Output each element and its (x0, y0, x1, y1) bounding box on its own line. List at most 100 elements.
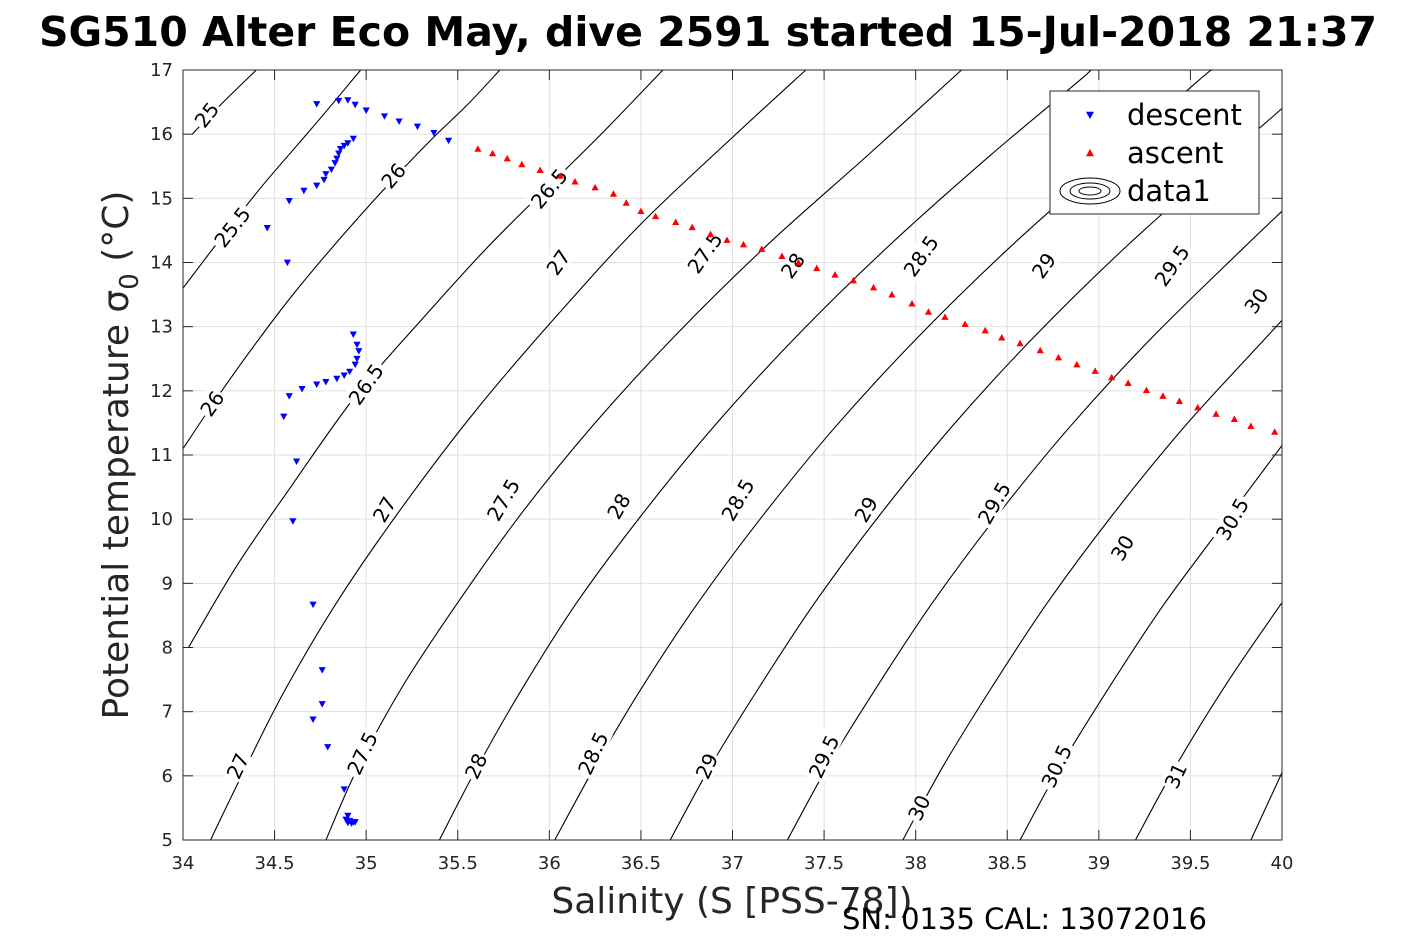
descent-point (333, 155, 341, 163)
contour-label-bg (194, 385, 229, 421)
descent-point (327, 166, 335, 174)
legend-data1-label: data1 (1127, 174, 1211, 208)
x-tick-label: 39.5 (1170, 853, 1210, 874)
y-tick-label: 12 (150, 381, 173, 402)
descent-point (355, 348, 363, 355)
ascent-point (998, 333, 1006, 341)
legend-contour-icon (1059, 177, 1121, 205)
y-tick-label: 9 (162, 573, 173, 594)
x-tick-label: 37 (721, 853, 744, 874)
descent-point (318, 701, 326, 708)
ascent-point (1016, 339, 1024, 347)
ascent-point (1142, 386, 1151, 394)
contour-label-bg (848, 491, 882, 527)
descent-point (285, 393, 293, 400)
descent-point (313, 182, 321, 190)
ascent-point (536, 166, 544, 173)
descent-point (331, 160, 339, 167)
isopycnal-26 (182, 69, 501, 449)
contour-label-bg (1105, 529, 1139, 566)
y-tick-label: 5 (162, 830, 173, 851)
descent-point (318, 667, 326, 674)
descent-point (347, 820, 356, 827)
ascent-point (981, 326, 989, 334)
ascent-point (831, 271, 839, 278)
x-tick-label: 34.5 (255, 853, 295, 874)
y-tick-label: 14 (150, 253, 173, 274)
x-tick-label: 36.5 (621, 853, 661, 874)
isopycnal-28 (438, 69, 1092, 841)
descent-point (335, 97, 343, 105)
contour-label-bg (680, 225, 728, 280)
isopycnal-30 (902, 319, 1283, 841)
isopycnal-27 (210, 69, 807, 841)
contour-label-bg (571, 725, 613, 781)
descent-point (346, 368, 354, 376)
descent-point (395, 118, 403, 125)
ascent-point (651, 212, 660, 220)
y-tick-label: 6 (162, 766, 173, 787)
contour-label-bg (540, 244, 575, 280)
x-tick-label: 40 (1271, 853, 1294, 874)
ascent-point (1108, 373, 1116, 381)
serial-calibration-footer: SN: 0135 CAL: 13072016 (842, 902, 1207, 936)
ascent-point (609, 190, 618, 197)
ascent-point (591, 183, 599, 191)
legend-ascent-triangle (1086, 149, 1094, 157)
descent-point (263, 224, 271, 232)
y-tick-label: 16 (150, 124, 173, 145)
contour-label-bg (690, 748, 722, 784)
ascent-point (706, 230, 715, 238)
ascent-point (503, 154, 511, 162)
descent-point (309, 601, 317, 609)
legend-ascent-marker (1086, 149, 1094, 157)
ascent-point (1124, 379, 1132, 387)
contour-label-bg (971, 475, 1016, 530)
contour-label-bg (1209, 491, 1254, 546)
x-tick-label: 36 (538, 853, 561, 874)
descent-point (298, 386, 306, 393)
legend-descent-triangle (1086, 111, 1094, 119)
descent-point (353, 355, 361, 363)
ascent-point (849, 276, 857, 284)
x-tick-label: 35.5 (438, 853, 478, 874)
ascent-point (908, 299, 916, 307)
ascent-point (1175, 397, 1184, 404)
descent-point (335, 150, 343, 158)
ascent-point (869, 283, 878, 291)
contour-label-bg (459, 748, 492, 784)
descent-point (351, 361, 359, 369)
descent-point (336, 146, 345, 153)
y-axis-label-sub: 0 (115, 273, 145, 290)
descent-point (344, 97, 352, 104)
contour-label-bg (188, 96, 224, 133)
y-tick-label: 11 (150, 445, 173, 466)
descent-point (430, 130, 438, 137)
x-tick-label: 34 (172, 853, 195, 874)
ascent-point (778, 252, 786, 259)
x-tick-label: 37.5 (804, 853, 844, 874)
y-tick-label: 10 (150, 509, 173, 530)
contour-label-bg (221, 748, 253, 784)
descent-point (285, 198, 293, 205)
descent-point (324, 744, 332, 751)
contour-label-bg (480, 472, 525, 527)
isopycnal-31 (1135, 602, 1283, 841)
descent-point (300, 187, 308, 195)
ascent-point (961, 320, 969, 327)
contour-label-bg (207, 200, 256, 254)
descent-point (292, 458, 301, 466)
ascent-point (1036, 346, 1044, 354)
descent-point (283, 259, 292, 267)
contour-label-bg (375, 157, 411, 194)
y-tick-label: 17 (150, 60, 173, 81)
ascent-point (758, 245, 766, 252)
ascent-point (1230, 415, 1238, 422)
contour-label-bg (342, 357, 389, 411)
legend-box (1049, 90, 1260, 215)
chart-title: SG510 Alter Eco May, dive 2591 started 1… (39, 8, 1377, 56)
ascent-point (688, 223, 696, 231)
ascent-point (813, 264, 821, 272)
ascent-series (474, 145, 1279, 435)
